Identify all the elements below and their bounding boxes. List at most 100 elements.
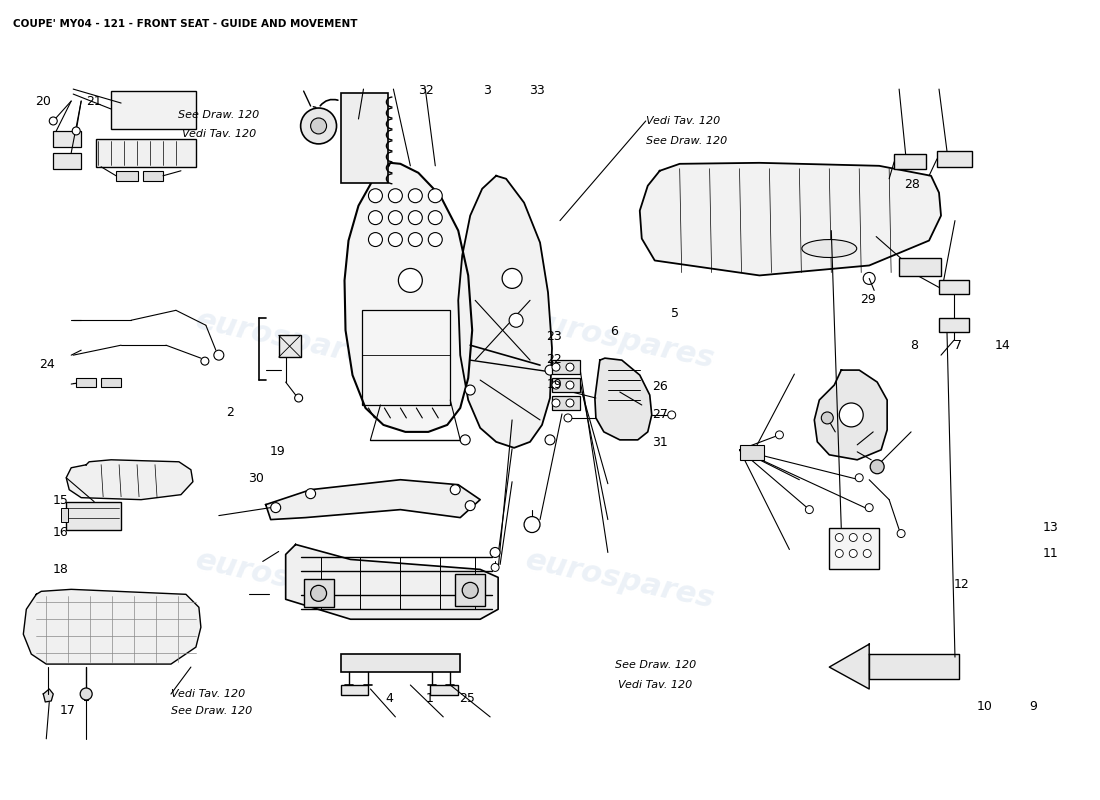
Circle shape [300,108,337,144]
Bar [341,654,460,672]
Text: 4: 4 [386,692,394,705]
Bar [143,170,163,181]
Bar [939,318,969,332]
Circle shape [552,363,560,371]
Bar [96,139,196,167]
Text: See Draw. 120: See Draw. 120 [646,136,727,146]
Text: 29: 29 [860,293,876,306]
Bar [829,527,879,570]
Circle shape [491,547,501,558]
Circle shape [50,117,57,125]
Bar [552,396,580,410]
Text: eurospares: eurospares [522,306,717,374]
Circle shape [566,363,574,371]
Polygon shape [43,689,53,702]
Circle shape [524,517,540,533]
Bar [62,508,68,522]
Text: 1: 1 [426,692,433,705]
Text: COUPE' MY04 - 121 - FRONT SEAT - GUIDE AND MOVEMENT: COUPE' MY04 - 121 - FRONT SEAT - GUIDE A… [13,19,358,30]
Text: 7: 7 [954,339,962,352]
Text: Vedi Tav. 120: Vedi Tav. 120 [646,116,720,126]
Polygon shape [66,460,192,500]
Circle shape [310,118,327,134]
Polygon shape [640,163,940,275]
Bar [341,93,388,182]
Circle shape [460,435,470,445]
Text: 17: 17 [59,705,75,718]
Circle shape [80,688,92,700]
Text: 11: 11 [1043,547,1058,560]
Text: See Draw. 120: See Draw. 120 [615,660,696,670]
Bar [552,360,580,374]
Text: 14: 14 [994,339,1010,352]
Bar [66,502,121,530]
Text: Vedi Tav. 120: Vedi Tav. 120 [170,689,245,699]
Text: 21: 21 [86,95,101,108]
Circle shape [388,210,403,225]
Circle shape [271,502,281,513]
Circle shape [368,210,383,225]
Text: 25: 25 [459,692,474,705]
Bar [899,258,940,277]
Text: 5: 5 [671,307,679,321]
Bar [937,151,972,167]
Bar [341,685,368,695]
Bar [430,685,459,695]
Text: 31: 31 [652,436,668,449]
Circle shape [564,414,572,422]
Circle shape [450,485,460,494]
Circle shape [864,273,876,285]
Polygon shape [869,654,959,679]
Text: 3: 3 [484,84,492,97]
Bar [101,378,121,387]
Circle shape [822,412,834,424]
Circle shape [552,381,560,389]
Circle shape [552,399,560,407]
Bar [117,170,138,181]
Circle shape [849,534,857,542]
Circle shape [566,399,574,407]
Text: 22: 22 [547,353,562,366]
Circle shape [855,474,864,482]
Text: Vedi Tav. 120: Vedi Tav. 120 [618,680,693,690]
Text: 19: 19 [270,446,286,458]
Circle shape [566,381,574,389]
Bar [894,154,926,169]
Circle shape [668,411,675,419]
Bar [76,378,96,387]
Circle shape [408,233,422,246]
Bar [53,153,81,169]
Circle shape [306,489,316,498]
Circle shape [388,233,403,246]
Circle shape [465,501,475,510]
Circle shape [213,350,223,360]
Text: 32: 32 [418,84,433,97]
Circle shape [502,269,522,288]
Text: eurospares: eurospares [522,545,717,614]
Text: 10: 10 [977,700,992,713]
Text: 18: 18 [53,562,68,575]
Circle shape [544,365,556,375]
Circle shape [462,582,478,598]
Text: 20: 20 [35,95,51,108]
Polygon shape [266,480,481,519]
Text: 33: 33 [529,84,544,97]
Text: 12: 12 [954,578,969,591]
Text: eurospares: eurospares [194,545,388,614]
Circle shape [839,403,864,427]
Circle shape [465,385,475,395]
Bar [53,131,81,147]
Text: 26: 26 [652,380,668,393]
Polygon shape [459,176,552,448]
Text: 19: 19 [547,378,562,390]
Polygon shape [814,370,887,460]
Ellipse shape [802,239,857,258]
Circle shape [870,460,884,474]
Text: 24: 24 [40,358,55,371]
Circle shape [805,506,813,514]
Bar [455,574,485,606]
Circle shape [368,233,383,246]
Text: See Draw. 120: See Draw. 120 [178,110,260,120]
Bar [552,378,580,392]
Circle shape [428,189,442,202]
